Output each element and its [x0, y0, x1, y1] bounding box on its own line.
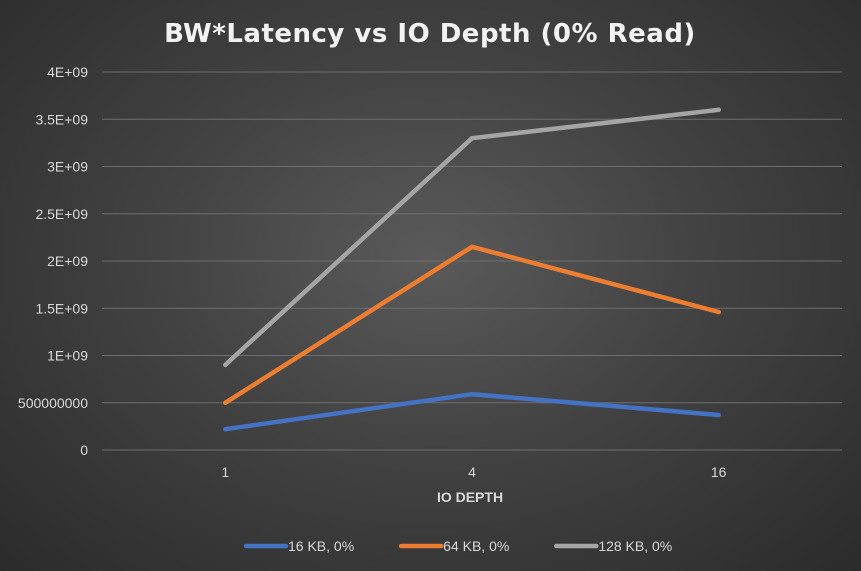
legend-label: 64 KB, 0% — [443, 538, 509, 554]
legend: 16 KB, 0% 64 KB, 0% 128 KB, 0% — [243, 538, 672, 554]
y-tick-label: 0 — [80, 442, 88, 458]
plot-series — [223, 107, 721, 432]
data-point — [223, 427, 228, 432]
series-line-2 — [223, 244, 721, 406]
data-point — [716, 412, 721, 418]
data-point — [223, 400, 228, 405]
data-point — [469, 244, 475, 250]
chart-title: BW*Latency vs IO Depth (0% Read) — [164, 19, 696, 49]
y-tick-label: 3E+09 — [47, 159, 88, 175]
x-axis-title: IO DEPTH — [437, 489, 503, 505]
y-tick-label: 3.5E+09 — [35, 111, 88, 127]
y-tick-label: 2.5E+09 — [35, 206, 88, 222]
legend-label: 16 KB, 0% — [288, 538, 354, 554]
y-tick-label: 2E+09 — [47, 253, 88, 269]
y-tick-label: 4E+09 — [47, 64, 88, 80]
data-point — [469, 135, 475, 141]
data-point — [469, 392, 475, 397]
series-line-3 — [223, 107, 721, 368]
x-tick-label: 16 — [711, 464, 727, 480]
series-line-1 — [223, 391, 721, 432]
x-tick-label: 4 — [468, 464, 476, 480]
y-tick-label: 1E+09 — [47, 348, 88, 364]
data-point — [223, 362, 228, 368]
data-point — [716, 107, 721, 113]
y-tick-label: 1.5E+09 — [35, 300, 88, 316]
x-axis-ticks: 1 4 16 — [221, 464, 726, 480]
x-tick-label: 1 — [221, 464, 229, 480]
data-point — [716, 309, 721, 315]
y-axis-ticks: 0 500000000 1E+09 1.5E+09 2E+09 2.5E+09 3E+09 3… — [18, 64, 88, 458]
y-tick-label: 500000000 — [18, 395, 88, 411]
legend-label: 128 KB, 0% — [598, 538, 672, 554]
